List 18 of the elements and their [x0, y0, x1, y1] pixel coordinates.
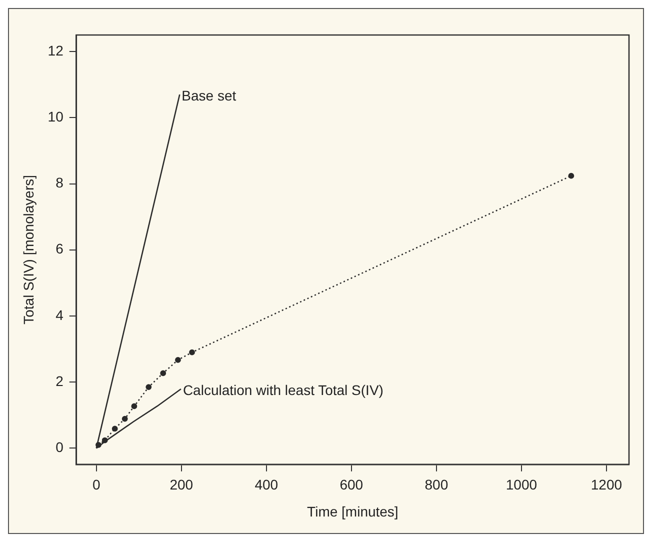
y-tick-label: 12: [48, 42, 64, 58]
y-tick-label: 2: [56, 372, 64, 389]
x-tick-label: 1000: [506, 476, 538, 493]
x-tick-label: 600: [340, 476, 364, 493]
y-axis-title: Total S(IV) [monolayers]: [20, 175, 36, 324]
y-tick-label: 4: [56, 306, 64, 323]
x-tick-label: 200: [170, 476, 194, 493]
y-tick-label: 8: [56, 174, 64, 191]
x-tick-label: 0: [92, 476, 100, 493]
x-tick-label: 800: [424, 476, 448, 493]
x-axis-title: Time [minutes]: [307, 503, 398, 520]
x-tick-label: 1200: [590, 476, 622, 493]
y-tick-label: 6: [56, 240, 64, 257]
x-tick-label: 400: [254, 476, 278, 493]
series-label: Calculation with least Total S(IV): [182, 382, 384, 398]
series-label: Base set: [182, 87, 236, 104]
y-tick-label: 10: [48, 108, 64, 124]
y-tick-label: 0: [56, 439, 64, 456]
